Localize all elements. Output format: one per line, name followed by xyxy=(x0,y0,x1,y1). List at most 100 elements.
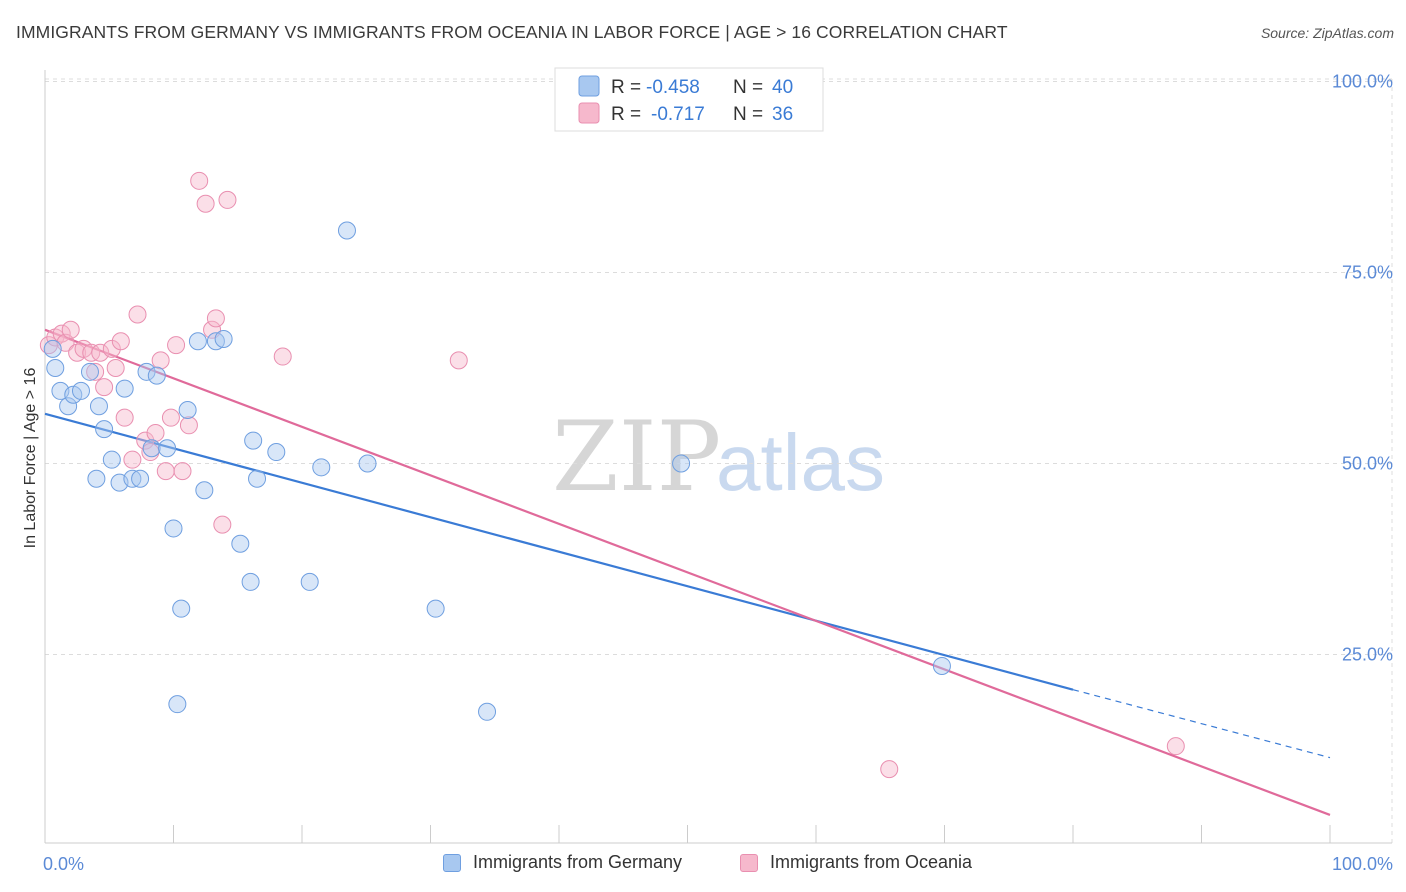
data-point-oceania xyxy=(179,416,198,435)
data-point-germany xyxy=(248,469,267,488)
data-point-oceania xyxy=(128,305,147,324)
legend-item-oceania: Immigrants from Oceania xyxy=(740,852,972,873)
x-tick-label: 0.0% xyxy=(43,854,84,874)
data-point-oceania xyxy=(61,320,80,339)
data-point-oceania xyxy=(86,362,105,381)
data-point-germany xyxy=(43,339,62,358)
data-point-oceania xyxy=(106,359,125,377)
data-point-germany xyxy=(300,572,319,591)
data-point-germany xyxy=(164,519,183,538)
data-point-oceania xyxy=(146,423,165,442)
data-point-oceania xyxy=(167,336,186,355)
data-point-oceania xyxy=(213,515,232,534)
data-point-germany xyxy=(337,221,356,240)
data-point-oceania xyxy=(1166,737,1185,756)
data-point-germany xyxy=(46,359,65,377)
stats-legend-box xyxy=(554,67,824,132)
data-point-oceania xyxy=(206,309,225,328)
legend-germany-swatch xyxy=(443,853,461,872)
legend-germany-r-label: R = xyxy=(611,77,641,98)
data-point-oceania xyxy=(136,431,155,450)
data-point-germany xyxy=(178,401,197,420)
data-point-germany xyxy=(142,439,161,458)
data-point-germany xyxy=(137,362,156,381)
data-point-oceania xyxy=(161,408,180,427)
data-point-germany xyxy=(312,458,331,477)
trend-line-germany-extension xyxy=(1072,689,1331,759)
data-point-germany xyxy=(241,572,260,591)
y-tick-label: 100.0% xyxy=(1332,72,1393,92)
data-point-oceania xyxy=(173,462,192,481)
data-point-germany xyxy=(102,450,121,469)
data-point-germany xyxy=(478,702,497,721)
data-point-germany xyxy=(147,366,166,385)
data-point-germany xyxy=(188,332,207,351)
data-point-germany xyxy=(123,469,142,488)
legend-germany-r-value: -0.458 xyxy=(646,77,700,98)
legend-germany-n-value: 40 xyxy=(772,77,793,98)
data-point-germany xyxy=(131,469,150,488)
data-point-germany xyxy=(115,379,134,398)
trend-lines xyxy=(44,328,1331,816)
series-germany-points xyxy=(43,221,951,721)
data-point-germany xyxy=(59,397,78,416)
trend-line-germany xyxy=(44,412,1074,691)
x-tick-label: 100.0% xyxy=(1332,854,1393,874)
data-point-oceania xyxy=(156,462,175,481)
data-point-oceania xyxy=(218,190,237,209)
data-point-oceania xyxy=(115,408,134,427)
series-legend: Immigrants from Germany Immigrants from … xyxy=(0,852,1406,878)
axes xyxy=(44,70,1392,844)
watermark: ZIP atlas xyxy=(552,401,885,513)
data-point-germany xyxy=(244,431,263,450)
data-point-oceania xyxy=(273,347,292,366)
data-point-germany xyxy=(672,454,691,473)
legend-swatch-germany xyxy=(578,75,600,97)
data-point-oceania xyxy=(880,760,899,779)
stats-legend: R = -0.458 N = 40 R = -0.717 N = 36 xyxy=(554,67,824,132)
data-point-germany xyxy=(87,469,106,488)
x-tick-labels: 0.0% 100.0% xyxy=(43,854,1393,874)
data-point-oceania xyxy=(449,351,468,370)
data-point-oceania xyxy=(123,450,142,469)
data-point-germany xyxy=(89,397,108,416)
legend-oceania-n-value: 36 xyxy=(772,104,793,125)
legend-item-germany: Immigrants from Germany xyxy=(443,852,682,873)
legend-oceania-n-label: N = xyxy=(733,104,763,125)
source-credit: Source: ZipAtlas.com xyxy=(1260,25,1394,41)
data-point-germany xyxy=(267,443,286,462)
chart-title: IMMIGRANTS FROM GERMANY VS IMMIGRANTS FR… xyxy=(16,22,1008,42)
data-point-germany xyxy=(172,599,191,618)
data-point-oceania xyxy=(190,171,209,190)
legend-swatch-oceania xyxy=(578,102,600,124)
data-point-oceania xyxy=(52,324,71,343)
watermark-zip: ZIP xyxy=(552,401,721,513)
data-point-germany xyxy=(214,329,233,348)
y-tick-labels: 25.0% 50.0% 75.0% 100.0% xyxy=(1332,72,1393,665)
watermark-atlas: atlas xyxy=(716,418,885,507)
data-point-germany xyxy=(358,454,377,473)
legend-oceania-r-value: -0.717 xyxy=(651,104,705,125)
legend-oceania-label: Immigrants from Oceania xyxy=(770,852,973,872)
data-point-germany xyxy=(932,656,951,675)
legend-oceania-swatch xyxy=(740,853,758,872)
legend-oceania-r-label: R = xyxy=(611,104,641,125)
data-point-germany xyxy=(80,362,99,381)
y-axis-label: In Labor Force | Age > 16 xyxy=(22,368,39,549)
data-point-oceania xyxy=(111,332,130,351)
legend-germany-n-label: N = xyxy=(733,77,763,98)
data-point-germany xyxy=(168,695,187,714)
y-tick-label: 25.0% xyxy=(1342,645,1393,665)
data-point-germany xyxy=(95,420,114,439)
data-point-oceania xyxy=(196,194,215,213)
data-point-germany xyxy=(71,381,90,400)
data-point-oceania xyxy=(151,351,170,370)
data-point-oceania xyxy=(91,343,110,362)
data-point-oceania xyxy=(102,339,121,358)
data-point-germany xyxy=(231,534,250,553)
data-point-oceania xyxy=(95,378,114,397)
data-point-germany xyxy=(158,439,177,458)
data-point-germany xyxy=(195,481,214,500)
y-tick-label: 75.0% xyxy=(1342,263,1393,283)
